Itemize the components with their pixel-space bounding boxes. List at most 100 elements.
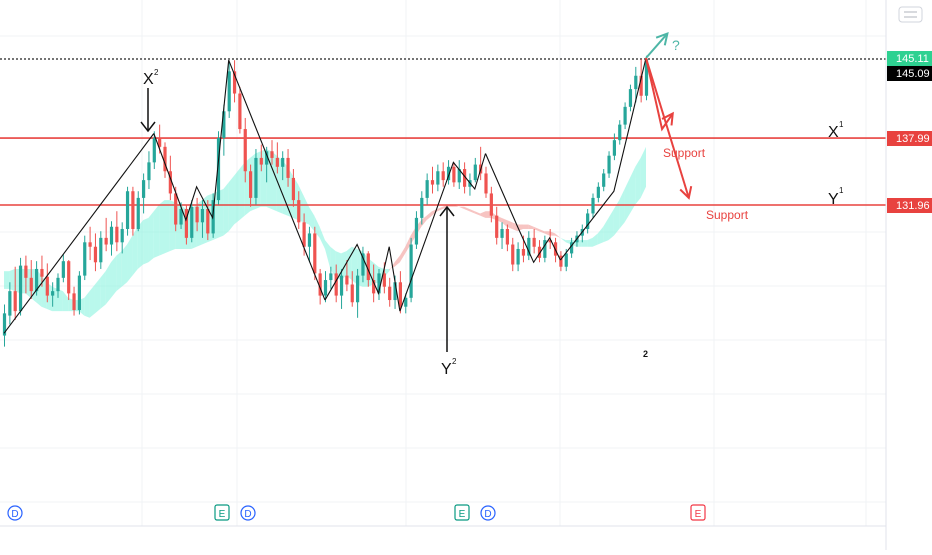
candle-body xyxy=(452,166,456,183)
candle-body xyxy=(334,273,338,296)
candle-body xyxy=(109,226,114,245)
candle-body xyxy=(104,237,108,245)
candle-body xyxy=(222,111,226,138)
cloud-segment xyxy=(228,175,235,232)
candle-body xyxy=(521,248,526,256)
cloud-segment xyxy=(303,195,309,225)
cloud-segment xyxy=(592,233,598,247)
candle-body xyxy=(634,75,638,90)
x2-annotation: X 2 xyxy=(140,68,159,133)
x1-superscript: 1 xyxy=(839,120,844,129)
cloud-segment xyxy=(399,246,406,263)
cloud-segment xyxy=(533,226,539,232)
candle-body xyxy=(607,155,611,174)
y1-superscript: 1 xyxy=(839,186,844,195)
x2-superscript: 2 xyxy=(154,68,159,77)
cloud-segment xyxy=(100,271,106,309)
candle-body xyxy=(644,59,649,96)
candle-body xyxy=(67,261,71,294)
candle-body xyxy=(195,206,199,223)
cloud-segment xyxy=(234,169,240,225)
projection-second-drop-arrow xyxy=(645,57,690,199)
projection-arrows xyxy=(645,32,693,200)
cloud-segment xyxy=(94,277,101,314)
candle-body xyxy=(115,226,119,243)
swing-line-6 xyxy=(559,57,647,261)
cloud-segment xyxy=(560,237,566,243)
cloud-segment xyxy=(587,237,593,247)
swing-lines xyxy=(3,57,647,334)
cloud-segment xyxy=(319,226,325,249)
candle-body xyxy=(254,157,258,198)
candle-body xyxy=(270,151,274,158)
cloud-segment xyxy=(597,226,604,245)
price-axis[interactable]: 145.11 145.09 137.99 131.96 xyxy=(885,0,932,550)
ichimoku-cloud xyxy=(4,146,646,318)
candle-body xyxy=(559,255,563,267)
candle-body xyxy=(259,157,263,165)
x1-label: X xyxy=(828,124,839,141)
event-marker-earnings: E xyxy=(454,504,470,521)
price-tag-y1: 131.96 xyxy=(887,198,932,213)
candle-body xyxy=(372,280,376,294)
cloud-segment xyxy=(635,157,641,205)
svg-text:145.09: 145.09 xyxy=(896,68,930,80)
event-marker-earnings: E xyxy=(214,504,230,521)
swing-line-3 xyxy=(324,243,401,312)
cloud-segment xyxy=(351,246,358,285)
y2-arrow-head xyxy=(439,205,455,217)
candle-body xyxy=(457,169,461,183)
cloud-segment xyxy=(153,204,160,258)
event-marker-dividend: D xyxy=(480,505,496,521)
candle-body xyxy=(56,277,60,292)
y1-label: Y xyxy=(828,191,839,208)
candle-body xyxy=(61,261,65,278)
candle-body xyxy=(45,276,49,296)
candle-body xyxy=(323,280,328,296)
candle-body xyxy=(382,273,386,287)
event-marker-label: D xyxy=(11,509,18,520)
cloud-segment xyxy=(68,297,74,312)
y1-annotation: Y 1 xyxy=(828,186,844,208)
cloud-segment xyxy=(148,211,154,263)
candle-body xyxy=(404,297,408,307)
swing-line-1 xyxy=(153,60,230,222)
candle-body xyxy=(548,240,552,243)
cloud-segment xyxy=(132,226,138,276)
candle-body xyxy=(51,291,55,296)
candle-body xyxy=(356,275,360,303)
candle-body xyxy=(516,248,520,265)
swing-line-2 xyxy=(228,60,326,301)
cloud-segment xyxy=(271,151,277,212)
candle-body xyxy=(174,193,178,225)
candle-body xyxy=(318,273,322,296)
price-axis-settings-icon[interactable] xyxy=(898,6,923,23)
cloud-segment xyxy=(474,211,481,216)
candle-body xyxy=(564,253,568,267)
horizontal-levels xyxy=(0,58,886,206)
candle-body xyxy=(168,171,172,194)
candle-body xyxy=(570,242,574,254)
candle-body xyxy=(409,244,413,298)
x2-label: X xyxy=(143,71,154,88)
candle-body xyxy=(425,180,429,198)
cloud-segment xyxy=(565,240,572,245)
cloud-segment xyxy=(244,157,251,216)
candle-body xyxy=(446,166,451,181)
cloud-segment xyxy=(555,233,561,238)
candle-body xyxy=(618,124,622,141)
event-marker-label: D xyxy=(484,509,491,520)
svg-text:137.99: 137.99 xyxy=(896,133,930,145)
cloud-segment xyxy=(84,291,90,318)
cloud-segment xyxy=(480,211,486,218)
candle-body xyxy=(291,177,295,201)
cloud-segment xyxy=(437,206,443,212)
candle-body xyxy=(623,106,627,125)
candle-body xyxy=(131,191,135,229)
candle-body xyxy=(238,93,242,130)
candle-body xyxy=(495,215,499,238)
